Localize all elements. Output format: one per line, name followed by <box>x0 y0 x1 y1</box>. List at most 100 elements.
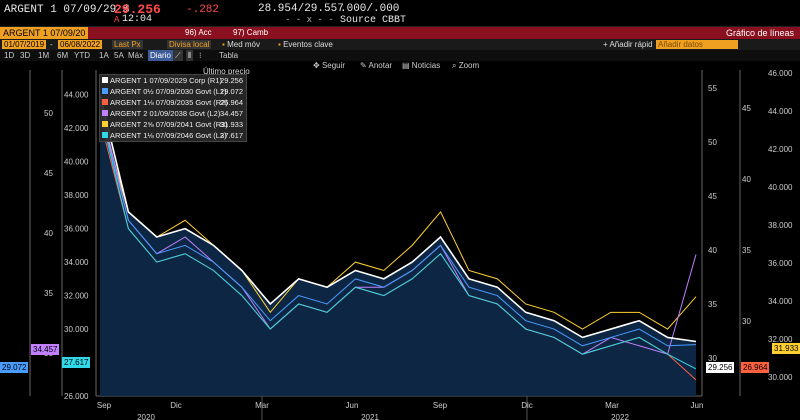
zoom-label: Zoom <box>458 61 480 70</box>
candle-icon[interactable]: ⫴ <box>186 50 194 61</box>
currency-selector[interactable]: Divisa local <box>167 40 212 49</box>
period-1d[interactable]: 1D <box>4 51 15 60</box>
r1-tick-label: 35 <box>708 300 717 309</box>
l2-tick-label: 50 <box>44 109 53 118</box>
r1-tick-label: 55 <box>708 84 717 93</box>
legend-value: 29.072 <box>220 87 243 96</box>
period-mx[interactable]: Máx <box>128 51 144 60</box>
quote-time: 12:04 <box>122 14 153 25</box>
checkbox-icon: ▪ <box>278 40 281 49</box>
axis-price-tag: 29.256 <box>706 362 735 373</box>
quick-add-label: + Añadir rápid <box>603 40 653 49</box>
legend-item[interactable]: ARGENT 1⅛ 07/09/2035 Govt (R2) 26.964 <box>100 97 246 108</box>
x-month-label: Sep <box>433 401 448 410</box>
x-year-label: 2021 <box>361 413 379 420</box>
more-options-icon[interactable]: ⁝ <box>199 51 202 60</box>
l2-tick-label: 35 <box>44 289 53 298</box>
r3-tick-label: 40.000 <box>768 183 793 192</box>
axis-price-tag: 27.617 <box>62 357 91 368</box>
field-selector[interactable]: Last Px <box>112 40 143 49</box>
security-field[interactable]: ARGENT 1 07/09/20 <box>0 27 89 39</box>
chart-field-label: Último precio <box>203 67 250 76</box>
r3-tick-label: 32.000 <box>768 335 793 344</box>
price-source-flag: A <box>114 15 120 25</box>
legend-label: ARGENT 1⅛ 07/09/2035 Govt (R2) <box>110 98 228 107</box>
x-month-label: Jun <box>691 401 704 410</box>
l1-tick-label: 40.000 <box>64 158 89 167</box>
legend-item[interactable]: ARGENT 2⅝ 07/09/2041 Govt (R3) 31.933 <box>100 119 246 130</box>
legend-value: 26.964 <box>220 98 243 107</box>
axis-price-tag: 26.964 <box>741 362 770 373</box>
axis-price-tag: 29.072 <box>0 362 29 373</box>
period-bar <box>0 50 800 61</box>
chart-type-title: Gráfico de líneas <box>725 28 794 38</box>
legend-swatch <box>102 121 108 127</box>
l1-tick-label: 44.000 <box>64 91 89 100</box>
track-label: Seguir <box>321 61 346 70</box>
period-ytd[interactable]: YTD <box>74 51 90 60</box>
series-line-1 <box>99 94 697 343</box>
r3-tick-label: 46.000 <box>768 69 793 78</box>
legend-swatch <box>102 88 108 94</box>
net-change: -.282 <box>186 4 220 16</box>
zoom-button[interactable]: ⌕ Zoom <box>452 60 479 71</box>
l1-tick-label: 26.000 <box>64 392 89 401</box>
frequency-selector[interactable]: Diario <box>148 50 173 61</box>
quick-add-text: Añadir rápid <box>609 40 653 49</box>
legend-label: ARGENT 2 01/09/2038 Govt (L2) <box>110 109 221 118</box>
chart-legend[interactable]: ARGENT 1 07/09/2029 Corp (R1) 29.256 ARGEN… <box>99 74 247 142</box>
r1-tick-label: 50 <box>708 138 717 147</box>
axis-price-tag: 31.933 <box>772 343 800 354</box>
end-date-field[interactable]: 06/08/2022 <box>58 40 103 49</box>
r1-tick-label: 30 <box>708 354 717 363</box>
l1-tick-label: 38.000 <box>64 191 89 200</box>
start-date-field[interactable]: 01/07/2019 <box>2 40 47 49</box>
news-icon: ▤ <box>402 61 410 70</box>
r3-tick-label: 34.000 <box>768 297 793 306</box>
last-price: 29.256 <box>114 2 161 17</box>
legend-item[interactable]: ARGENT 2 01/09/2038 Govt (L2) 34.457 <box>100 108 246 119</box>
r3-tick-label: 36.000 <box>768 259 793 268</box>
r2-tick-label: 45 <box>742 104 751 113</box>
key-events-toggle[interactable]: ▪ Eventos clave <box>278 40 333 49</box>
legend-value: 29.256 <box>220 76 243 85</box>
period-1m[interactable]: 1M <box>38 51 50 60</box>
r2-tick-label: 40 <box>742 175 751 184</box>
moving-average-toggle[interactable]: ▪ Med móv <box>222 40 260 49</box>
axis-price-tag: 34.457 <box>31 344 60 355</box>
r1-tick-label: 45 <box>708 192 717 201</box>
settings-bar <box>0 39 800 50</box>
add-data-input[interactable]: Añadir datos <box>656 40 738 49</box>
chart-type-icon[interactable]: ⟋ <box>173 50 183 61</box>
r2-tick-label: 30 <box>742 317 751 326</box>
bid-ask: 28.954/29.557 <box>258 3 344 15</box>
tab-table[interactable]: Tabla <box>219 51 239 60</box>
legend-label: ARGENT 0½ 07/09/2030 Govt (L1) <box>110 87 227 96</box>
period-3d[interactable]: 3D <box>20 51 31 60</box>
track-button[interactable]: ✥ Seguir <box>313 60 345 71</box>
r2-tick-label: 35 <box>742 246 751 255</box>
x-month-label: Dic <box>170 401 182 410</box>
l2-tick-label: 45 <box>44 169 53 178</box>
legend-item[interactable]: ARGENT 1⅛ 07/09/2046 Govt (L3) 27.617 <box>100 130 246 141</box>
series-line-5 <box>99 111 697 330</box>
acc-button[interactable]: 96) Acc <box>185 28 212 37</box>
news-button[interactable]: ▤ Noticias <box>402 60 440 71</box>
period-6m[interactable]: 6M <box>57 51 69 60</box>
security-ticker: ARGENT 1 07/09/29 $ <box>4 4 130 16</box>
legend-item[interactable]: ARGENT 1 07/09/2029 Corp (R1) 29.256 <box>100 75 246 86</box>
news-label: Noticias <box>411 61 441 70</box>
annotate-button[interactable]: ✎ Anotar <box>360 60 392 71</box>
x-month-label: Sep <box>97 401 112 410</box>
legend-label: ARGENT 2⅝ 07/09/2041 Govt (R3) <box>110 120 228 129</box>
key-events-label: Eventos clave <box>283 40 333 49</box>
period-5a[interactable]: 5A <box>114 51 124 60</box>
pricing-source: Source CBBT <box>340 15 407 26</box>
legend-swatch <box>102 132 108 138</box>
crosshair-icon: ✥ <box>313 61 320 70</box>
legend-label: ARGENT 1 07/09/2029 Corp (R1) <box>110 76 222 85</box>
camb-button[interactable]: 97) Camb <box>233 28 269 37</box>
legend-item[interactable]: ARGENT 0½ 07/09/2030 Govt (L1) 29.072 <box>100 86 246 97</box>
period-1a[interactable]: 1A <box>99 51 109 60</box>
x-month-label: Jun <box>346 401 359 410</box>
